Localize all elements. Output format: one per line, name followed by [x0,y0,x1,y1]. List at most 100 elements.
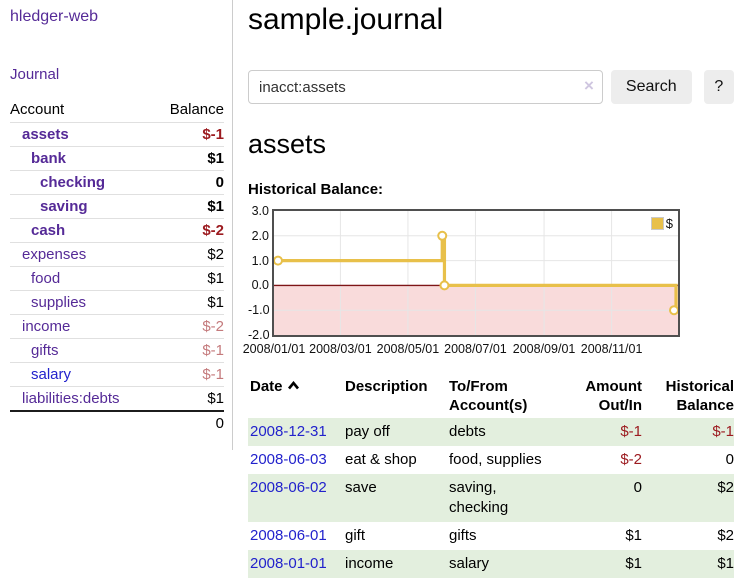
tx-header-balance: Historical Balance [665,378,734,414]
search-form: × Search ? [248,70,734,104]
account-balance: $2 [153,242,224,267]
account-balance: 0 [153,170,224,195]
account-heading: assets [248,129,327,159]
transaction-row: 2008-06-02 save saving, checking 0 $2 [248,474,734,522]
account-row: liabilities:debts $1 [10,386,224,411]
account-row: checking 0 [10,170,224,195]
chart-x-tick-label: 2008/09/01 [512,342,576,356]
sidebar-item-journal[interactable]: Journal [10,66,60,83]
account-balance: $-2 [153,218,224,243]
accounts-header-account: Account [10,101,65,118]
account-row: saving $1 [10,194,224,219]
chart-y-tick-label: 1.0 [251,253,269,268]
tx-header-date[interactable]: Date [248,375,345,418]
account-row: assets $-1 [10,122,224,147]
account-link[interactable]: saving [40,198,88,215]
account-link[interactable]: liabilities:debts [22,390,120,407]
account-link[interactable]: checking [40,174,106,191]
chart-legend: $ [650,216,673,231]
account-row: supplies $1 [10,290,224,315]
accounts-header-balance: Balance [169,101,224,118]
account-link[interactable]: expenses [22,246,87,263]
chart-y-tick-label: 2.0 [251,228,269,243]
accounts-table-body: assets $-1 bank $1 checking 0 saving $1 cash $-2 e… [10,122,224,411]
historical-balance-chart: $ 3.0 2.0 1.0 0.0 -1.0 -2.0 2008/01/01 2008/03… [243,205,734,359]
main-pane: sample.journal × Search ? assets Histori… [243,0,734,578]
account-row: gifts $-1 [10,338,224,363]
account-row: income $-2 [10,314,224,339]
transaction-date-link[interactable]: 2008-06-01 [250,527,327,544]
legend-swatch-icon [650,217,664,230]
chart-plot-area: $ [272,209,680,337]
account-link[interactable]: gifts [31,342,59,359]
account-link[interactable]: supplies [31,294,87,311]
tx-description-cell: income [345,555,394,572]
transactions-table: Date Description To/From Account(s) Amou… [248,375,734,578]
account-row: food $1 [10,266,224,291]
account-balance: $1 [153,290,224,315]
tx-date-cell: 2008-06-03 [248,446,345,474]
account-link[interactable]: assets [22,126,69,143]
transaction-date-link[interactable]: 2008-01-01 [250,555,327,572]
transaction-row: 2008-12-31 pay off debts $-1 $-1 [248,418,734,446]
tx-accounts-cell: debts [449,423,486,440]
account-row: cash $-2 [10,218,224,243]
clear-search-icon[interactable]: × [583,76,594,95]
chart-x-tick-label: 2008/07/01 [444,342,507,356]
chart-x-tick-label: 2008/05/01 [376,342,440,356]
tx-balance-cell: $2 [717,479,734,496]
account-row: bank $1 [10,146,224,171]
account-balance: $-1 [153,122,224,147]
account-link[interactable]: salary [31,366,72,383]
tx-balance-cell: $1 [717,555,734,572]
tx-date-cell: 2008-06-01 [248,522,345,550]
tx-amount-cell: $1 [625,555,642,572]
tx-amount-cell: $1 [625,527,642,544]
chart-x-tick-label: 2008/03/01 [309,342,372,356]
transaction-date-link[interactable]: 2008-06-03 [250,451,327,468]
account-balance: $-1 [153,338,224,363]
app-title-link[interactable]: hledger-web [10,8,99,25]
accounts-total-value: 0 [10,410,224,435]
search-button[interactable]: Search [610,70,692,104]
chart-title: Historical Balance: [248,181,384,198]
accounts-table: Account Balance assets $-1 bank $1 checking 0… [10,98,224,435]
chart-y-tick-label: 3.0 [251,204,269,218]
chart-y-tick-label: 0.0 [251,278,269,293]
tx-accounts-cell: salary [449,555,490,572]
account-balance: $1 [153,146,224,171]
tx-date-cell: 2008-12-31 [248,418,345,446]
account-balance: $1 [153,194,224,219]
account-link[interactable]: income [22,318,71,335]
tx-balance-cell: 0 [725,451,734,468]
sort-asc-icon [287,381,299,390]
transaction-date-link[interactable]: 2008-06-02 [250,479,327,496]
search-input[interactable] [248,70,603,104]
account-link[interactable]: food [31,270,61,287]
tx-accounts-cell: food, supplies [449,451,542,468]
tx-header-description: Description [345,378,428,395]
tx-description-cell: save [345,479,377,496]
chart-x-tick-label: 2008/11/01 [580,342,643,356]
search-help-button[interactable]: ? [703,70,734,104]
transaction-row: 2008-01-01 income salary $1 $1 [248,550,734,578]
account-balance: $-1 [153,362,224,387]
account-row: expenses $2 [10,242,224,267]
transaction-date-link[interactable]: 2008-12-31 [250,423,327,440]
account-balance: $1 [153,386,224,411]
account-link[interactable]: bank [31,150,67,167]
tx-accounts-cell: gifts [449,527,477,544]
tx-description-cell: pay off [345,423,390,440]
account-balance: $1 [153,266,224,291]
tx-amount-cell: $-2 [620,451,642,468]
tx-description-cell: gift [345,527,366,544]
tx-balance-cell: $-1 [712,423,734,440]
tx-header-accounts: To/From Account(s) [449,378,528,414]
transaction-row: 2008-06-01 gift gifts $1 $2 [248,522,734,550]
accounts-total-row: 0 [10,410,224,435]
account-link[interactable]: cash [31,222,66,239]
chart-y-tick-label: -1.0 [248,303,270,318]
chart-y-tick-label: -2.0 [248,328,270,342]
tx-amount-cell: $-1 [620,423,642,440]
account-row: salary $-1 [10,362,224,387]
